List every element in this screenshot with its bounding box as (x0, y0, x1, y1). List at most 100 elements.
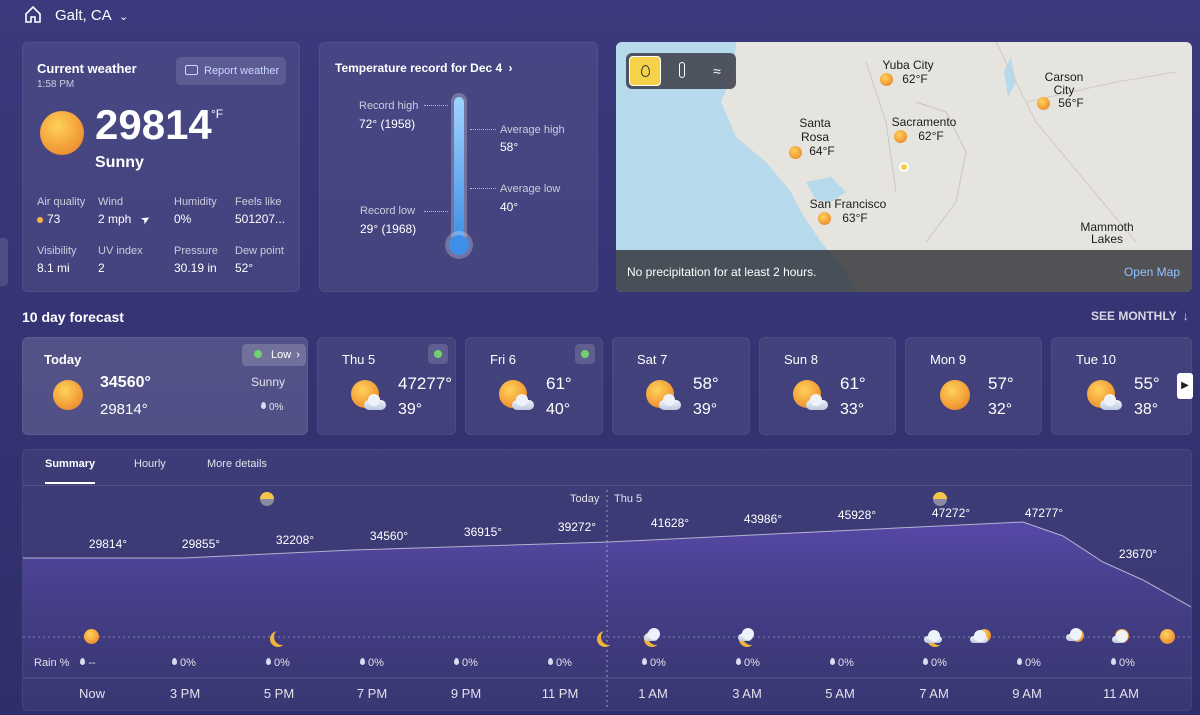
temperature-layer-button[interactable] (666, 56, 698, 86)
pressure-value: 30.19 in (174, 261, 217, 275)
forecast-rain: 0% (261, 402, 283, 413)
current-temp-value: 29814 (95, 101, 212, 148)
city-name: Mammoth Lakes (1080, 220, 1134, 246)
raindrop-icon (454, 658, 460, 665)
map-city-san-francisco[interactable]: San Francisco 63°F (808, 197, 888, 225)
forecast-day: Tue 10 (1076, 352, 1116, 367)
dew-point-value: 52° (235, 261, 254, 275)
temperature-record-card[interactable]: Temperature record for Dec 4 › Record hi… (319, 42, 598, 292)
rain-value: 0% (838, 657, 854, 669)
forecast-day: Today (44, 352, 82, 367)
visibility-label: Visibility (37, 245, 77, 257)
sunny-icon (53, 380, 83, 410)
wind-layer-button[interactable]: ≈ (701, 56, 733, 86)
map-city-carson-city[interactable]: Carson City 56°F (1037, 71, 1087, 110)
pressure-label: Pressure (174, 245, 219, 257)
hour-label: 7 PM (356, 686, 388, 701)
rain-value: 0% (556, 657, 572, 669)
rain-value: 0% (1119, 657, 1135, 669)
forecast-card-fri[interactable]: Fri 6 61° 40° (465, 337, 603, 435)
rain-value: 0% (462, 657, 478, 669)
forecast-card-today[interactable]: Today 34560° 29814° Low › Sunny 0% (22, 337, 308, 435)
rain-value: 0% (650, 657, 666, 669)
tab-hourly[interactable]: Hourly (134, 458, 166, 470)
hourly-rain: 0% (164, 657, 204, 669)
see-monthly-link[interactable]: SEE MONTHLY ↓ (1091, 309, 1189, 323)
forecast-card-thu[interactable]: Thu 5 47277° 39° (317, 337, 456, 435)
sunny-icon (894, 130, 907, 143)
hourly-temp: 36915° (463, 525, 503, 539)
side-panel-handle[interactable] (0, 238, 8, 286)
rain-value: 0% (931, 657, 947, 669)
sunny-icon (940, 380, 970, 410)
forecast-day: Sun 8 (784, 352, 818, 367)
clear-night-icon (601, 629, 617, 645)
humidity-value: 0% (174, 212, 192, 226)
pollen-badge[interactable]: Low › (242, 344, 306, 366)
precipitation-status: No precipitation for at least 2 hours. (627, 265, 817, 279)
raindrop-icon (172, 658, 178, 665)
record-high-value: 72° (1958) (359, 117, 416, 131)
map-city-sacramento[interactable]: Sacramento 62°F (888, 115, 960, 143)
forecast-next-button[interactable]: ▶ (1177, 373, 1193, 399)
location-name: Galt, CA (55, 7, 111, 24)
tab-summary[interactable]: Summary (45, 458, 95, 484)
temperature-area-chart (23, 490, 1191, 710)
pollen-icon (428, 344, 448, 364)
wind-speed: 2 mph (98, 212, 132, 226)
raindrop-icon (830, 658, 836, 665)
raindrop-icon (923, 658, 929, 665)
sunny-icon (818, 212, 831, 225)
hourly-temp: 47272° (931, 506, 971, 520)
hour-label: 5 PM (263, 686, 295, 701)
home-icon[interactable] (24, 5, 42, 23)
hourly-rain: 0% (540, 657, 580, 669)
today-marker-label: Today (570, 493, 600, 505)
avg-high-marker (470, 129, 496, 130)
current-weather-title: Current weather (37, 61, 137, 76)
forecast-condition: Sunny (251, 375, 286, 389)
record-low-marker (424, 211, 448, 212)
hourly-rain: 0% (822, 657, 862, 669)
record-high-label: Record high (359, 100, 419, 112)
map-city-yuba-city[interactable]: Yuba City 62°F (880, 58, 934, 86)
air-quality-label: Air quality (37, 196, 86, 208)
map-layer-toggle: ≈ (626, 53, 736, 89)
map-city-santa-rosa[interactable]: Santa Rosa 64°F (789, 116, 838, 159)
forecast-card-mon[interactable]: Mon 9 57° 32° (905, 337, 1042, 435)
hourly-rain: 0% (728, 657, 768, 669)
forecast-low: 38° (1134, 401, 1159, 418)
comment-icon (185, 65, 198, 75)
humidity-label: Humidity (174, 196, 217, 208)
record-title-text: Temperature record for Dec 4 (335, 61, 503, 75)
tab-more-details[interactable]: More details (207, 458, 267, 470)
open-map-link[interactable]: Open Map (1123, 265, 1180, 279)
precipitation-layer-button[interactable] (629, 56, 661, 86)
city-temp: 56°F (1058, 96, 1084, 110)
hourly-temp: 29855° (181, 537, 221, 551)
hourly-temp: 39272° (557, 520, 597, 534)
forecast-high: 61° (840, 374, 866, 393)
forecast-high: 55° (1134, 374, 1160, 393)
hour-label: 1 AM (638, 686, 668, 701)
forecast-day: Thu 5 (342, 352, 376, 367)
hourly-rain: 0% (1103, 657, 1143, 669)
avg-low-marker (470, 188, 496, 189)
location-selector[interactable]: Galt, CA ⌄ (55, 7, 128, 24)
map-city-mammoth-lakes[interactable]: Mammoth Lakes (1074, 221, 1140, 245)
hour-label: 9 AM (1012, 686, 1042, 701)
wind-label: Wind (98, 196, 124, 208)
forecast-card-tue[interactable]: Tue 10 55° 38° (1051, 337, 1192, 435)
sunny-icon (880, 73, 893, 86)
report-weather-label: Report weather (204, 65, 280, 77)
current-condition: Sunny (95, 154, 144, 171)
raindrop-icon (360, 658, 366, 665)
rain-row-label: Rain % (34, 657, 70, 669)
weather-map[interactable]: ≈ Yuba City 62°F Carson City 56°F Santa … (616, 42, 1192, 292)
hourly-rain: 0% (446, 657, 486, 669)
report-weather-button[interactable]: Report weather (176, 57, 286, 85)
forecast-card-sat[interactable]: Sat 7 58° 39° (612, 337, 750, 435)
rain-value: 0% (269, 402, 284, 413)
hourly-temp: 41628° (650, 516, 690, 530)
forecast-card-sun[interactable]: Sun 8 61° 33° (759, 337, 896, 435)
